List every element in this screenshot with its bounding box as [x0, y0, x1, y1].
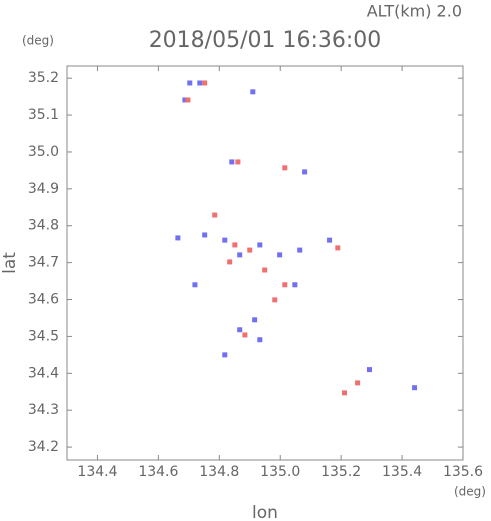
- echo-point: [302, 169, 308, 175]
- echo-point: [222, 352, 228, 358]
- echo-point: [257, 337, 263, 343]
- echo-point: [227, 259, 233, 265]
- echo-point: [262, 267, 268, 273]
- echo-point: [335, 245, 341, 251]
- echo-point: [242, 332, 248, 338]
- echo-point: [272, 297, 278, 303]
- y-tick-label: 34.4: [28, 365, 59, 381]
- x-tick-label: 134.6: [138, 464, 178, 480]
- y-unit: (deg): [22, 34, 54, 48]
- echo-point: [366, 367, 372, 373]
- echo-point: [252, 317, 258, 323]
- echo-point: [250, 89, 256, 95]
- x-axis-label: lon: [252, 503, 278, 521]
- echo-point: [355, 380, 361, 386]
- echo-point: [212, 212, 218, 218]
- y-tick-label: 34.9: [28, 181, 59, 197]
- echo-point: [292, 282, 298, 288]
- echo-point: [197, 80, 203, 86]
- echo-point: [192, 282, 198, 288]
- y-axis-label: lat: [0, 252, 20, 274]
- y-tick-label: 35.1: [28, 107, 59, 123]
- x-tick-label: 134.8: [199, 464, 239, 480]
- echo-point: [237, 252, 243, 258]
- x-tick-label: 135.2: [321, 464, 361, 480]
- x-tick-label: 135.4: [382, 464, 422, 480]
- echo-point: [327, 237, 333, 243]
- y-tick-label: 34.2: [28, 439, 59, 455]
- x-tick-label: 135.6: [443, 464, 483, 480]
- echo-point: [412, 385, 418, 391]
- y-tick-label: 34.7: [28, 255, 59, 271]
- echo-point: [202, 232, 208, 238]
- echo-point: [187, 80, 193, 86]
- y-tick-label: 34.8: [28, 218, 59, 234]
- echo-point: [237, 327, 243, 333]
- echo-point: [182, 97, 188, 103]
- x-tick-label: 134.4: [77, 464, 117, 480]
- echo-point: [222, 237, 228, 243]
- y-tick-label: 34.5: [28, 328, 59, 344]
- plot-frame: [66, 65, 464, 461]
- echo-point: [342, 390, 348, 396]
- echo-point: [297, 247, 303, 253]
- echo-point: [282, 165, 288, 171]
- echo-point: [277, 252, 283, 258]
- x-tick-label: 135.0: [260, 464, 300, 480]
- chart-title: 2018/05/01 16:36:00: [149, 28, 382, 53]
- echo-point: [257, 242, 263, 248]
- echo-point: [185, 97, 191, 103]
- x-unit: (deg): [454, 485, 486, 499]
- echo-point: [235, 159, 241, 165]
- chart-subtitle: ALT(km) 2.0: [367, 2, 462, 21]
- y-tick-label: 35.2: [28, 70, 59, 86]
- echo-point: [247, 247, 253, 253]
- echo-point: [175, 235, 181, 241]
- echo-point: [282, 282, 288, 288]
- echo-point: [232, 242, 238, 248]
- echo-point: [202, 80, 208, 86]
- y-tick-label: 35.0: [28, 144, 59, 160]
- y-tick-label: 34.3: [28, 402, 59, 418]
- y-tick-label: 34.6: [28, 292, 59, 308]
- echo-point: [229, 159, 235, 165]
